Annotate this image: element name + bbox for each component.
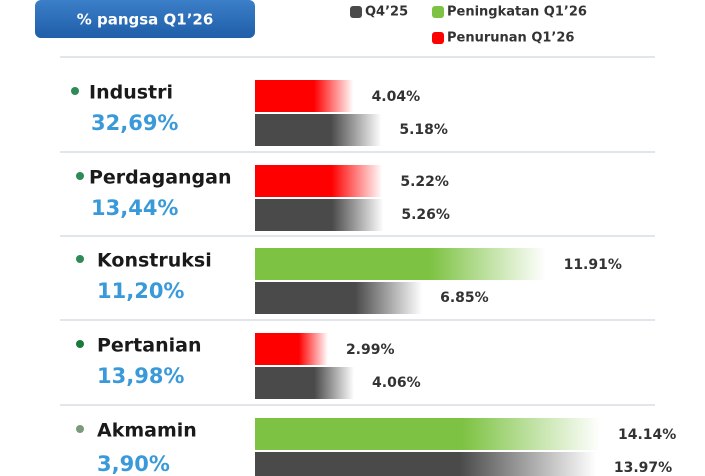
legend-swatch [432, 32, 444, 44]
badge [35, 0, 255, 38]
share-label: 3,90% [97, 452, 170, 476]
category-icon [76, 255, 84, 263]
value-label: 4.04% [372, 89, 421, 105]
category-icon [76, 340, 84, 348]
value-label: 6.85% [440, 290, 489, 306]
category-label: Industri [89, 82, 173, 104]
bar-q1 [255, 248, 546, 280]
share-label: 32,69% [91, 111, 178, 135]
category-label: Perdagangan [89, 167, 232, 189]
value-label: 5.18% [399, 122, 448, 138]
value-label: 5.22% [400, 174, 449, 190]
category-icon [76, 425, 84, 433]
bar-q4 [255, 367, 355, 399]
value-label: 2.99% [346, 342, 395, 358]
share-label: 13,44% [91, 196, 178, 220]
value-label: 11.91% [564, 257, 622, 273]
value-label: 14.14% [618, 427, 676, 443]
bar-q1 [255, 418, 600, 450]
bar-q1 [255, 333, 328, 365]
legend-label: Peningkatan Q1’26 [447, 5, 587, 20]
legend-swatch [432, 6, 444, 18]
bar-q4 [255, 199, 384, 231]
bar-q1 [255, 165, 383, 197]
bar-q4 [255, 282, 423, 314]
bar-q1 [255, 80, 354, 112]
category-icon [76, 172, 84, 180]
badge-text: % pangsa Q1’26 [77, 11, 214, 29]
bar-q4 [255, 114, 382, 146]
category-label: Konstruksi [97, 250, 212, 272]
share-label: 13,98% [97, 364, 184, 388]
legend-label: Q4’25 [365, 5, 408, 20]
category-label: Akmamin [97, 420, 197, 442]
value-label: 13.97% [614, 460, 672, 476]
category-icon [71, 87, 79, 95]
value-label: 4.06% [372, 375, 421, 391]
category-label: Pertanian [97, 335, 201, 357]
bar-q4 [255, 452, 596, 476]
value-label: 5.26% [401, 207, 450, 223]
legend-swatch [350, 6, 362, 18]
legend-label: Penurunan Q1’26 [447, 31, 574, 46]
share-label: 11,20% [97, 279, 184, 303]
